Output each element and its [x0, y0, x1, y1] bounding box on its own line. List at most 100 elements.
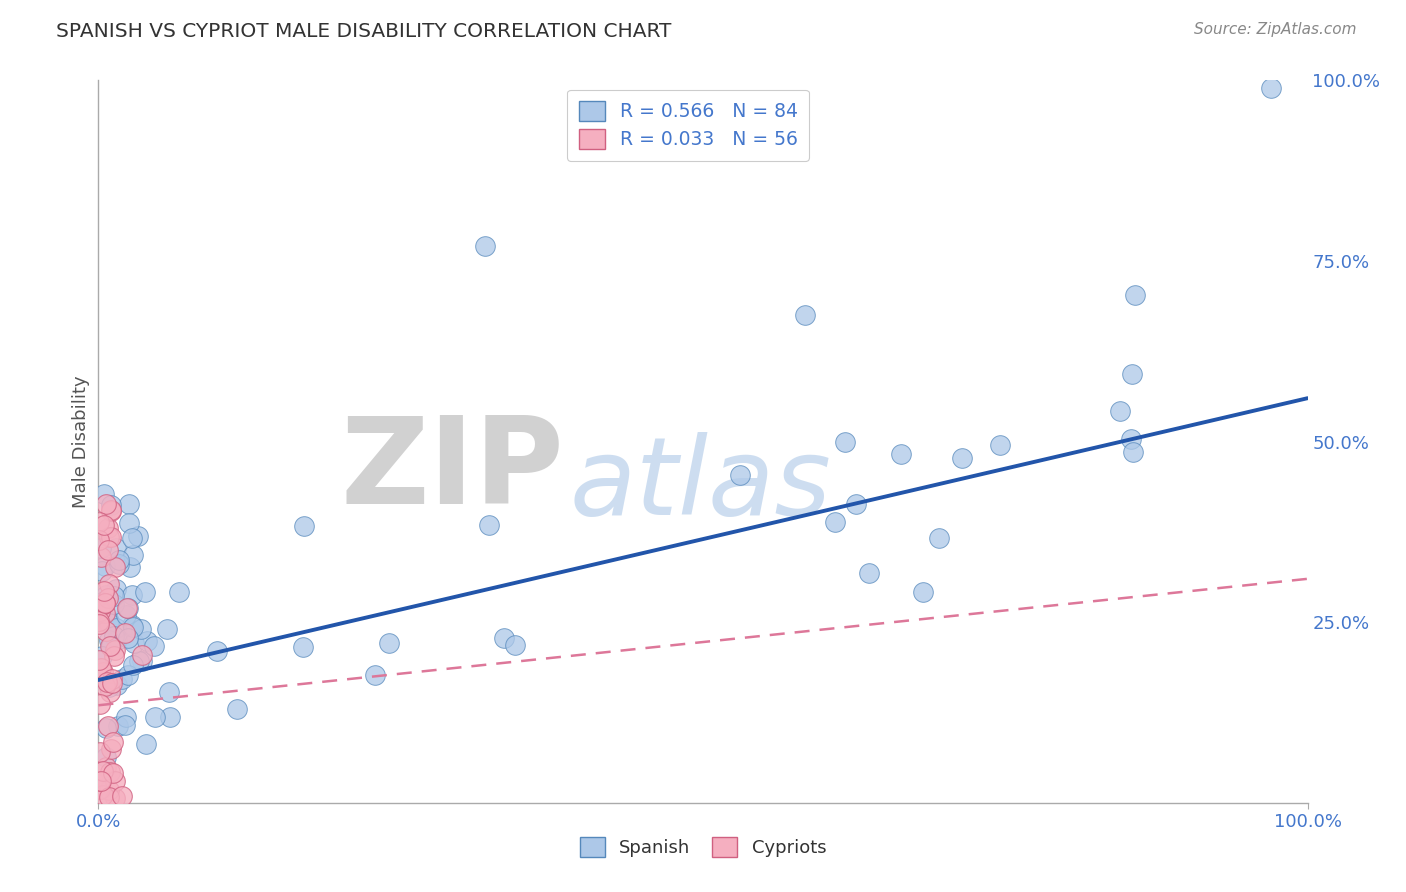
Point [98, 577, 121, 591]
Point [728, 468, 751, 483]
Point [98, 530, 121, 544]
Point [93, 583, 115, 598]
Point [91, 788, 114, 802]
Point [1109, 404, 1132, 418]
Point [87, 533, 110, 548]
Point [101, 766, 124, 780]
Point [988, 437, 1011, 451]
Point [93, 517, 115, 532]
Point [94, 760, 117, 774]
Point [205, 643, 228, 657]
Point [97, 591, 120, 606]
Point [103, 648, 125, 663]
Point [93, 665, 115, 680]
Point [121, 618, 143, 632]
Point [134, 584, 156, 599]
Point [104, 621, 127, 635]
Point [103, 597, 125, 611]
Point [101, 735, 124, 749]
Point [104, 773, 127, 788]
Point [128, 654, 150, 668]
Point [98, 633, 121, 648]
Point [131, 654, 153, 668]
Point [136, 634, 159, 648]
Text: atlas: atlas [569, 433, 832, 537]
Point [127, 529, 149, 543]
Point [100, 504, 122, 518]
Point [89, 604, 111, 618]
Point [129, 622, 152, 636]
Point [117, 516, 139, 530]
Point [292, 518, 315, 533]
Point [89, 745, 111, 759]
Point [90, 541, 112, 555]
Point [142, 639, 165, 653]
Point [100, 503, 122, 517]
Point [1121, 432, 1143, 446]
Point [114, 718, 136, 732]
Point [89, 614, 111, 628]
Point [93, 487, 115, 501]
Text: ZIP: ZIP [340, 412, 564, 529]
Point [98, 685, 121, 699]
Point [858, 566, 880, 581]
Point [122, 548, 145, 562]
Text: Source: ZipAtlas.com: Source: ZipAtlas.com [1194, 22, 1357, 37]
Point [97, 521, 120, 535]
Point [87, 515, 110, 529]
Point [793, 308, 815, 322]
Point [159, 710, 181, 724]
Point [97, 614, 120, 628]
Point [503, 638, 526, 652]
Point [94, 558, 117, 573]
Point [225, 702, 247, 716]
Point [94, 596, 117, 610]
Point [107, 719, 129, 733]
Point [135, 737, 157, 751]
Point [105, 678, 128, 692]
Legend: Spanish, Cypriots: Spanish, Cypriots [571, 828, 835, 866]
Point [90, 781, 112, 796]
Point [950, 451, 973, 466]
Point [474, 239, 496, 253]
Point [477, 517, 499, 532]
Point [121, 588, 143, 602]
Point [108, 553, 131, 567]
Point [824, 515, 846, 529]
Point [94, 588, 117, 602]
Point [98, 783, 121, 797]
Point [1122, 445, 1144, 459]
Point [157, 685, 180, 699]
Point [115, 601, 138, 615]
Point [156, 623, 179, 637]
Point [1260, 80, 1282, 95]
Point [100, 498, 122, 512]
Point [104, 643, 127, 657]
Point [104, 791, 127, 805]
Point [94, 680, 117, 694]
Point [1121, 367, 1143, 381]
Point [97, 615, 120, 630]
Point [104, 582, 127, 597]
Point [117, 667, 139, 681]
Point [834, 434, 856, 449]
Point [117, 600, 139, 615]
Point [292, 640, 315, 654]
Point [96, 675, 118, 690]
Point [143, 710, 166, 724]
Point [93, 594, 115, 608]
Point [97, 616, 120, 631]
Point [104, 560, 127, 574]
Point [98, 790, 121, 805]
Point [118, 497, 141, 511]
Point [121, 531, 143, 545]
Point [890, 447, 912, 461]
Point [111, 672, 134, 686]
Point [89, 697, 111, 711]
Point [97, 719, 120, 733]
Point [167, 585, 190, 599]
Point [122, 636, 145, 650]
Point [94, 624, 117, 638]
Point [105, 633, 128, 648]
Point [1123, 288, 1146, 302]
